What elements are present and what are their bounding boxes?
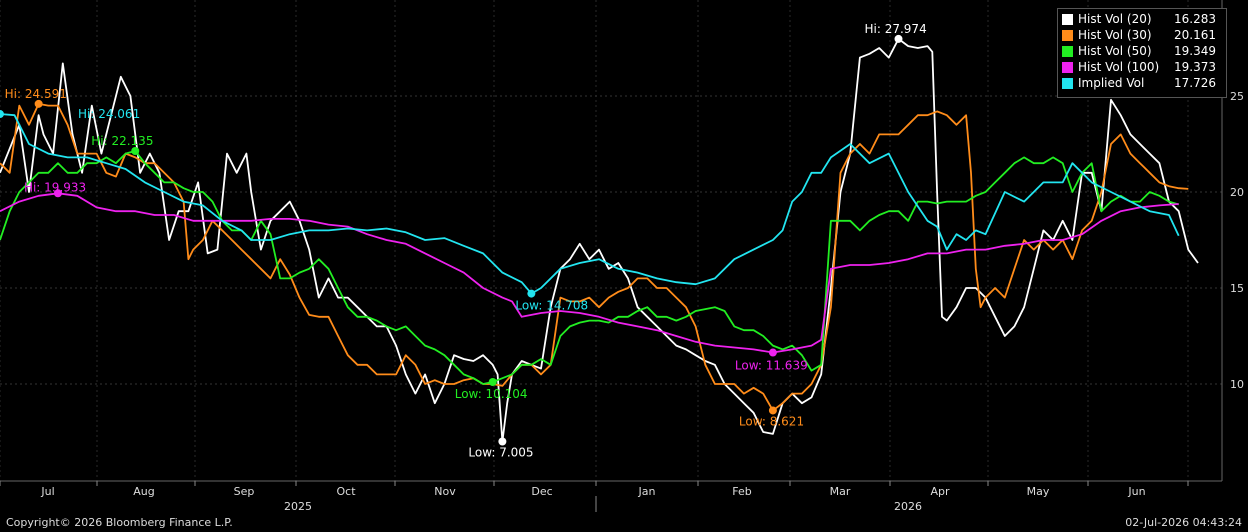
- x-tick-label: Jan: [638, 485, 656, 498]
- x-tick-label: Apr: [930, 485, 950, 498]
- series-line: [0, 192, 1179, 354]
- annotation-marker: [498, 437, 507, 446]
- legend-swatch: [1062, 14, 1073, 25]
- legend-series-name: Implied Vol: [1078, 76, 1145, 90]
- annotation-marker: [488, 378, 497, 387]
- annotation-label: Low: 8.621: [739, 414, 804, 428]
- x-tick-label: Mar: [830, 485, 851, 498]
- x-tick-label: Sep: [234, 485, 255, 498]
- y-tick-label: 25: [1230, 90, 1244, 103]
- x-tick-label: Dec: [531, 485, 552, 498]
- legend-swatch: [1062, 46, 1073, 57]
- series-line: [0, 113, 1180, 295]
- annotation-label: Hi: 27.974: [865, 22, 927, 36]
- x-tick-label: Jul: [40, 485, 54, 498]
- annotation-label: Low: 7.005: [468, 446, 533, 460]
- series-line: [0, 150, 1179, 385]
- y-tick-label: 15: [1230, 282, 1244, 295]
- annotation-marker: [53, 189, 62, 198]
- legend-swatch: [1062, 62, 1073, 73]
- y-tick-label: 20: [1230, 186, 1244, 199]
- annotation-marker: [131, 147, 140, 156]
- legend-series-name: Hist Vol (20): [1078, 12, 1152, 26]
- x-tick-label: Feb: [732, 485, 751, 498]
- year-label: 2026: [894, 500, 922, 513]
- timestamp-text: 02-Jul-2026 04:43:24: [1125, 516, 1242, 529]
- x-tick-label: Aug: [133, 485, 154, 498]
- year-label: 2025: [284, 500, 312, 513]
- x-tick-label: Jun: [1127, 485, 1145, 498]
- annotation-label: Hi: 22.135: [91, 134, 153, 148]
- y-tick-label: 10: [1230, 378, 1244, 391]
- x-tick-label: Nov: [434, 485, 456, 498]
- annotation-label: Hi: 19.933: [24, 180, 86, 194]
- annotation-label: Low: 10.104: [455, 387, 528, 401]
- annotation-marker: [0, 110, 4, 119]
- legend-series-name: Hist Vol (50): [1078, 44, 1152, 58]
- series-line: [0, 38, 1199, 443]
- legend-series-name: Hist Vol (30): [1078, 28, 1152, 42]
- legend-series-name: Hist Vol (100): [1078, 60, 1160, 74]
- annotation-marker: [34, 99, 43, 108]
- x-tick-label: May: [1027, 485, 1050, 498]
- annotation-label: Low: 14.708: [515, 299, 588, 313]
- legend-series-value: 20.161: [1174, 28, 1216, 42]
- annotation-marker: [768, 348, 777, 357]
- annotation-marker: [527, 289, 536, 298]
- legend-swatch: [1062, 78, 1073, 89]
- annotation-marker: [768, 406, 777, 415]
- legend-series-value: 19.373: [1174, 60, 1216, 74]
- legend: Hist Vol (20) 16.283 Hist Vol (30) 20.161 Hi…: [1057, 8, 1227, 98]
- legend-series-value: 17.726: [1174, 76, 1216, 90]
- legend-series-value: 16.283: [1174, 12, 1216, 26]
- x-tick-label: Oct: [336, 485, 356, 498]
- legend-series-value: 19.349: [1174, 44, 1216, 58]
- legend-swatch: [1062, 30, 1073, 41]
- copyright-text: Copyright© 2026 Bloomberg Finance L.P.: [6, 516, 233, 529]
- annotation-marker: [894, 34, 903, 43]
- annotation-label: Hi: 24.591: [5, 87, 67, 101]
- annotation-label: Low: 11.639: [735, 359, 808, 373]
- annotation-label: Hi: 24.061: [78, 107, 140, 121]
- series-line: [0, 103, 1189, 412]
